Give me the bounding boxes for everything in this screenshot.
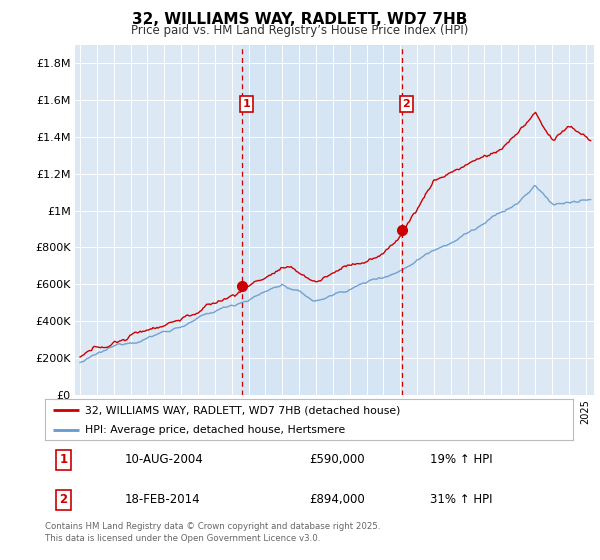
Text: Price paid vs. HM Land Registry’s House Price Index (HPI): Price paid vs. HM Land Registry’s House … bbox=[131, 24, 469, 36]
Text: Contains HM Land Registry data © Crown copyright and database right 2025.
This d: Contains HM Land Registry data © Crown c… bbox=[45, 522, 380, 543]
Text: 1: 1 bbox=[59, 453, 68, 466]
Text: 32, WILLIAMS WAY, RADLETT, WD7 7HB (detached house): 32, WILLIAMS WAY, RADLETT, WD7 7HB (deta… bbox=[85, 405, 400, 415]
Text: 10-AUG-2004: 10-AUG-2004 bbox=[124, 453, 203, 466]
Text: £590,000: £590,000 bbox=[309, 453, 365, 466]
Text: 18-FEB-2014: 18-FEB-2014 bbox=[124, 493, 200, 506]
Text: 31% ↑ HPI: 31% ↑ HPI bbox=[430, 493, 493, 506]
Text: 2: 2 bbox=[403, 99, 410, 109]
Text: 19% ↑ HPI: 19% ↑ HPI bbox=[430, 453, 493, 466]
Text: 1: 1 bbox=[242, 99, 250, 109]
Bar bbox=[242, 45, 402, 395]
Text: 32, WILLIAMS WAY, RADLETT, WD7 7HB: 32, WILLIAMS WAY, RADLETT, WD7 7HB bbox=[133, 12, 467, 27]
Text: £894,000: £894,000 bbox=[309, 493, 365, 506]
Text: HPI: Average price, detached house, Hertsmere: HPI: Average price, detached house, Hert… bbox=[85, 424, 345, 435]
Text: 2: 2 bbox=[59, 493, 68, 506]
